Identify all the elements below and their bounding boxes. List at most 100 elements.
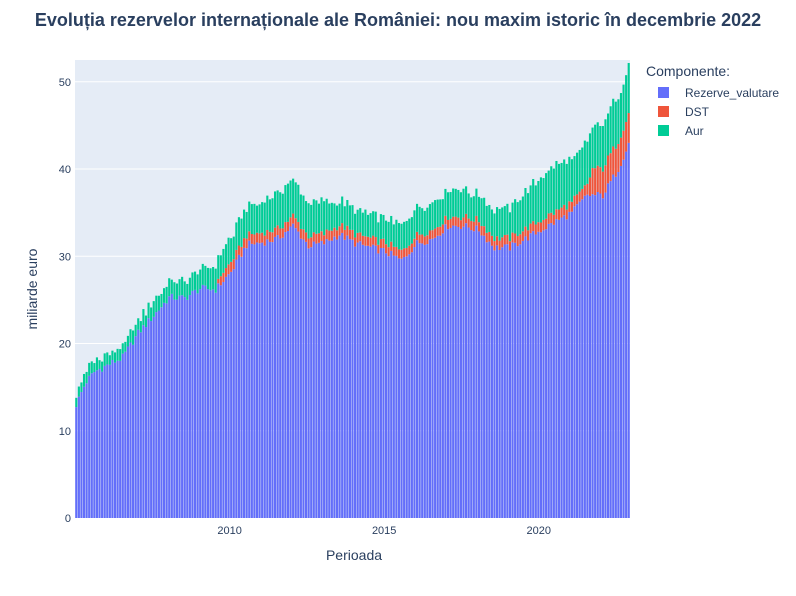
bar-aur-149 [459, 192, 462, 221]
bar-aur-16 [116, 348, 119, 361]
legend-item-rezerve-valutare[interactable]: Rezerve_valutare [658, 83, 779, 102]
bar-dst-161 [490, 235, 493, 246]
bar-rezerve-valutare-176 [529, 233, 532, 519]
bar-dst-132 [415, 231, 419, 241]
bar-dst-187 [557, 209, 561, 220]
bar-aur-198 [586, 141, 589, 184]
bar-rezerve-valutare-107 [351, 239, 354, 518]
bar-aur-174 [524, 188, 527, 227]
bar-rezerve-valutare-132 [415, 240, 419, 518]
bar-rezerve-valutare-208 [612, 174, 615, 518]
bar-rezerve-valutare-27 [144, 327, 148, 518]
bar-rezerve-valutare-133 [418, 243, 421, 519]
bar-rezerve-valutare-48 [199, 289, 202, 518]
bar-aur-196 [581, 147, 584, 189]
bar-rezerve-valutare-118 [379, 247, 382, 518]
bar-aur-185 [552, 168, 555, 215]
bar-dst-170 [514, 233, 517, 243]
bar-aur-69 [253, 203, 256, 235]
bar-rezerve-valutare-55 [217, 283, 220, 518]
bar-aur-40 [178, 279, 181, 296]
bar-rezerve-valutare-4 [85, 383, 88, 518]
bar-rezerve-valutare-153 [470, 230, 473, 518]
bar-aur-14 [111, 350, 114, 360]
x-tick-labels: 2010 2015 2020 [217, 525, 551, 537]
bar-aur-13 [108, 355, 111, 365]
bar-dst-96 [323, 235, 326, 245]
legend-item-dst[interactable]: DST [658, 102, 779, 121]
bar-aur-7 [93, 363, 96, 373]
bar-rezerve-valutare-66 [245, 248, 248, 519]
bar-dst-125 [397, 249, 401, 259]
bar-rezerve-valutare-43 [186, 299, 189, 518]
bar-dst-117 [377, 244, 380, 254]
y-axis-label: miliarde euro [24, 248, 40, 329]
bar-aur-208 [612, 98, 615, 147]
bar-rezerve-valutare-82 [286, 231, 290, 518]
bar-rezerve-valutare-105 [346, 235, 349, 518]
bar-dst-88 [302, 229, 305, 240]
bar-dst-169 [511, 232, 514, 243]
bar-aur-102 [338, 203, 341, 227]
bar-rezerve-valutare-120 [385, 253, 388, 519]
bar-rezerve-valutare-29 [150, 321, 153, 518]
bar-aur-15 [113, 352, 117, 363]
bar-dst-199 [588, 177, 592, 197]
bar-dst-65 [243, 238, 246, 248]
bar-aur-176 [529, 185, 532, 224]
bar-rezerve-valutare-193 [573, 206, 576, 518]
bar-aur-38 [173, 282, 176, 300]
bar-aur-136 [426, 207, 429, 236]
bar-dst-87 [299, 228, 302, 239]
bar-aur-60 [230, 238, 233, 262]
bar-aur-41 [181, 276, 184, 296]
y-tick-50: 50 [59, 77, 71, 89]
bar-aur-130 [410, 217, 413, 244]
bar-rezerve-valutare-28 [147, 318, 150, 518]
bar-dst-97 [325, 229, 328, 240]
bar-dst-90 [307, 238, 310, 249]
bar-dst-100 [333, 227, 336, 237]
bar-aur-146 [452, 188, 455, 217]
bar-rezerve-valutare-87 [299, 238, 302, 518]
bar-rezerve-valutare-47 [196, 293, 199, 518]
bar-dst-177 [532, 221, 535, 232]
bar-aur-62 [235, 222, 238, 250]
bar-aur-165 [501, 207, 504, 238]
bar-rezerve-valutare-106 [348, 239, 351, 518]
bar-rezerve-valutare-71 [258, 243, 261, 518]
bar-aur-171 [516, 202, 519, 237]
bar-rezerve-valutare-2 [80, 391, 83, 518]
legend-swatch-rezerve-valutare [658, 87, 669, 98]
bar-aur-124 [395, 219, 398, 247]
bar-rezerve-valutare-177 [532, 231, 535, 519]
bar-aur-52 [209, 268, 212, 291]
bar-rezerve-valutare-92 [312, 241, 315, 519]
bar-dst-115 [372, 235, 375, 245]
bar-rezerve-valutare-68 [250, 243, 253, 518]
legend-label-aur: Aur [685, 123, 704, 138]
bar-aur-114 [369, 213, 372, 238]
bar-rezerve-valutare-22 [132, 344, 135, 518]
bar-aur-169 [511, 202, 514, 233]
bar-aur-93 [315, 200, 318, 234]
bar-aur-113 [366, 214, 370, 237]
bar-rezerve-valutare-115 [372, 244, 375, 518]
y-tick-labels: 0 10 20 30 40 50 [59, 77, 71, 525]
bar-dst-192 [570, 201, 573, 212]
bar-aur-150 [462, 188, 465, 218]
bar-rezerve-valutare-157 [480, 235, 483, 518]
bar-dst-106 [348, 229, 351, 240]
bar-aur-53 [212, 267, 215, 290]
bar-rezerve-valutare-204 [601, 198, 604, 518]
bar-aur-200 [591, 127, 594, 169]
bar-dst-190 [565, 209, 568, 220]
legend-item-aur[interactable]: Aur [658, 121, 779, 140]
y-tick-10: 10 [59, 426, 71, 438]
bar-aur-175 [526, 193, 530, 231]
bar-aur-5 [88, 362, 91, 376]
bar-dst-157 [480, 225, 483, 236]
bar-rezerve-valutare-130 [410, 252, 413, 518]
bar-rezerve-valutare-196 [581, 199, 584, 519]
bar-rezerve-valutare-57 [222, 281, 225, 518]
